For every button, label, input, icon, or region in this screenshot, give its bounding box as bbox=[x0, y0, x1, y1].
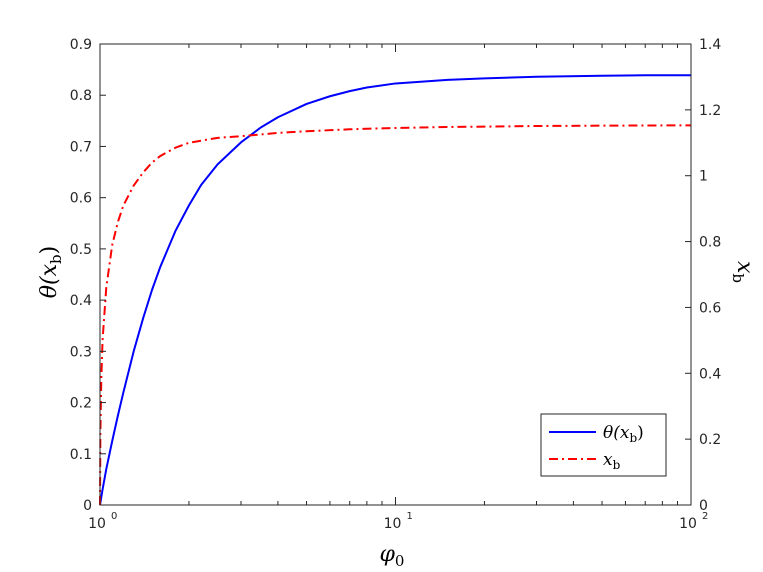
y-right-tick-label: 1 bbox=[699, 169, 708, 185]
y-left-tick-label: 0.1 bbox=[70, 447, 92, 463]
y-left-tick-label: 0.8 bbox=[70, 88, 92, 104]
y-right-tick-label: 1.4 bbox=[699, 37, 721, 53]
y-left-tick-label: 0.5 bbox=[70, 242, 92, 258]
y-left-tick-label: 0.4 bbox=[70, 293, 92, 309]
y-right-tick-label: 1.2 bbox=[699, 103, 721, 119]
x-axis-label: φ0 bbox=[380, 542, 405, 570]
y-axis-right-label-base: x bbox=[732, 261, 757, 274]
axes bbox=[99, 43, 692, 506]
legend: θ(xb) xb bbox=[540, 413, 667, 477]
legend-box bbox=[540, 413, 667, 477]
legend-label-xb-sub: b bbox=[613, 458, 621, 472]
legend-label-theta-tail: ) bbox=[637, 423, 644, 443]
y-left-tick-label: 0.7 bbox=[70, 139, 92, 155]
x-tick-exponent: 0 bbox=[111, 511, 117, 522]
y-right-tick-label: 0.2 bbox=[699, 432, 721, 448]
legend-label-theta-sub: b bbox=[629, 431, 637, 445]
y-axis-right-label-sub: b bbox=[729, 273, 747, 283]
x-tick-label: 10 bbox=[384, 516, 402, 532]
legend-label-xb-base: x bbox=[603, 450, 613, 470]
plot-area bbox=[99, 74, 692, 506]
x-tick-exponent: 2 bbox=[702, 511, 708, 522]
series-line-theta bbox=[99, 74, 691, 506]
y-axis-left-label-base: θ(x bbox=[37, 263, 62, 298]
x-tick-label: 10 bbox=[88, 516, 106, 532]
y-left-tick-label: 0.6 bbox=[70, 191, 92, 207]
legend-label-xb: xb bbox=[603, 450, 621, 472]
y-left-tick-label: 0.9 bbox=[70, 37, 92, 53]
y-right-tick-label: 0.4 bbox=[699, 366, 721, 382]
y-left-tick-label: 0.2 bbox=[70, 396, 92, 412]
y-left-tick-label: 0 bbox=[83, 498, 92, 514]
y-left-tick-label: 0.3 bbox=[70, 344, 92, 360]
series-line-xb bbox=[99, 124, 692, 506]
y-right-tick-label: 0 bbox=[699, 498, 708, 514]
y-axis-left-label-sub: b bbox=[47, 254, 65, 264]
tick-labels: 0 0.1 0.2 0.3 0.4 0.5 0.6 0.7 0.8 0.9 0 0.2 0.4 0.6 0.… bbox=[70, 37, 722, 532]
y-axis-left-label: θ(xb) bbox=[37, 246, 65, 298]
legend-label-theta: θ(xb) bbox=[603, 423, 644, 445]
x-tick-label: 10 bbox=[679, 516, 697, 532]
x-axis-label-base: φ bbox=[380, 542, 396, 567]
x-axis-label-sub: 0 bbox=[395, 552, 405, 570]
x-tick-exponent: 1 bbox=[407, 511, 413, 522]
y-right-tick-label: 0.6 bbox=[699, 300, 721, 316]
y-axis-right-label: xb bbox=[729, 261, 757, 283]
y-right-tick-label: 0.8 bbox=[699, 235, 721, 251]
legend-label-theta-base: θ(x bbox=[603, 423, 630, 443]
y-axis-left-label-tail: ) bbox=[37, 246, 62, 255]
